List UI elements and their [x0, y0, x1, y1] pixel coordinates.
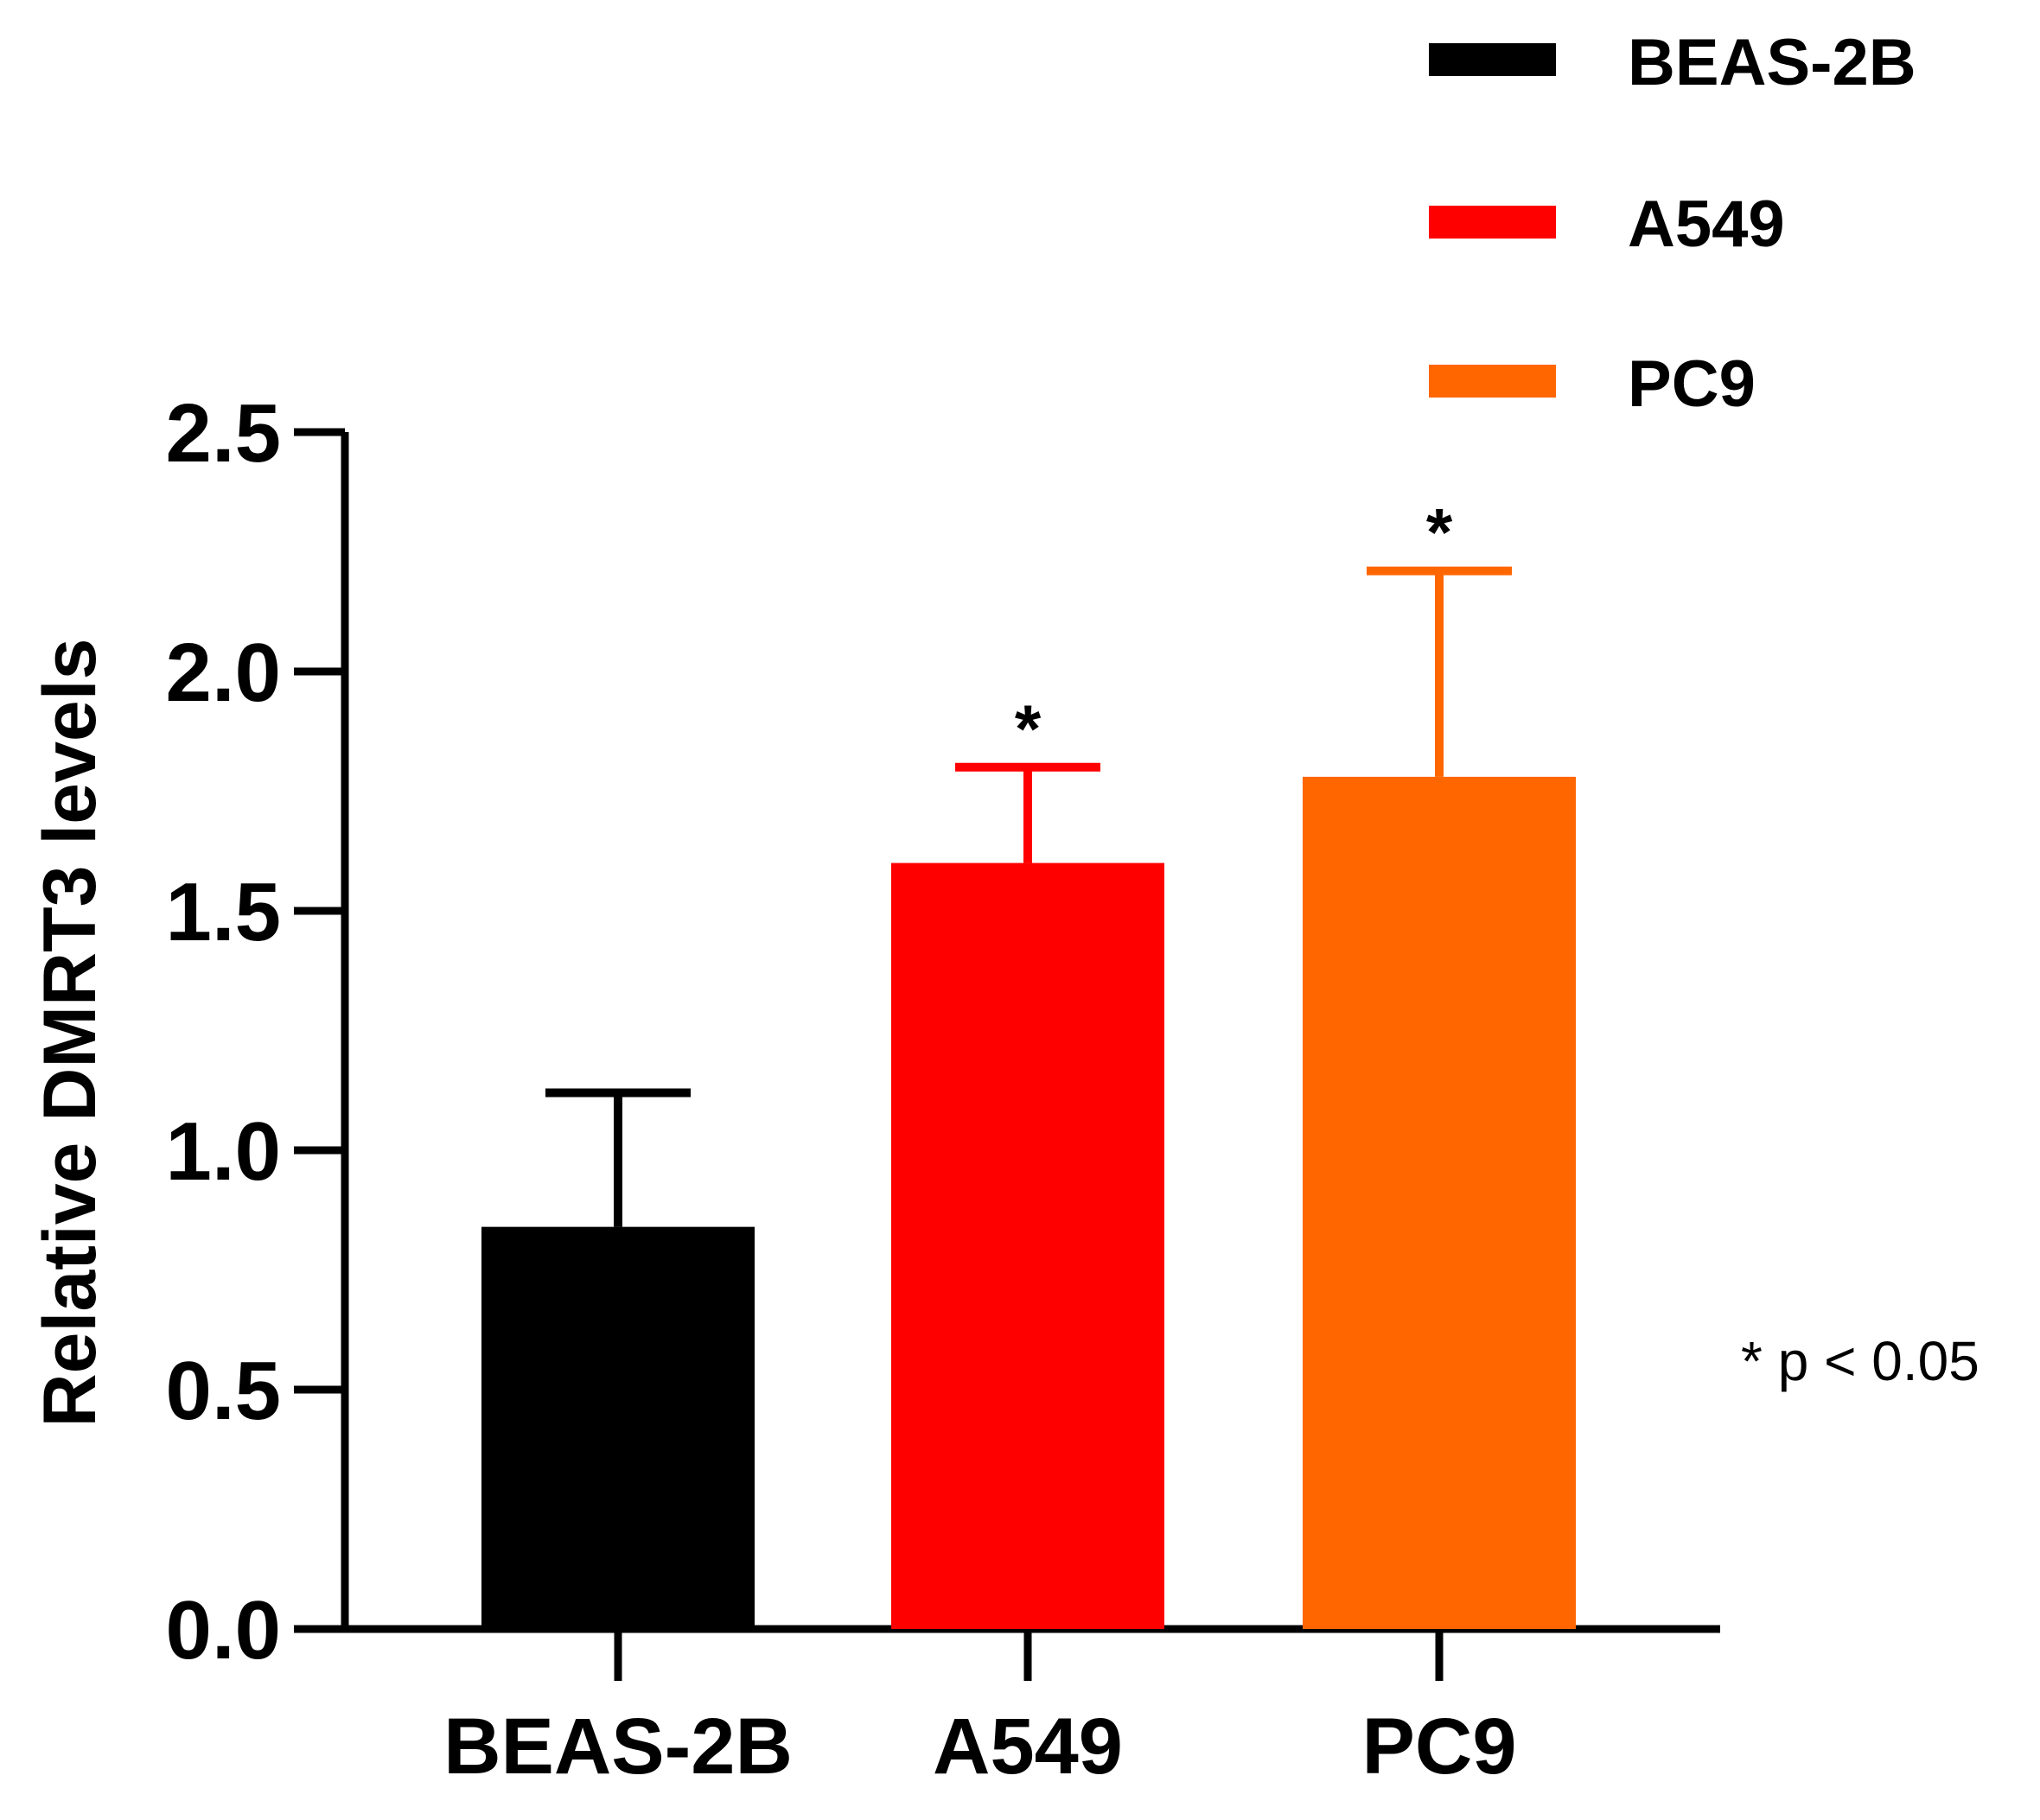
legend-label-pc9: PC9 [1628, 347, 1756, 421]
y-tick-label: 2.0 [166, 627, 281, 719]
bars: ** [481, 494, 1576, 1629]
y-tick-label: 2.5 [166, 387, 281, 480]
legend-swatch-beas-2b [1429, 43, 1556, 76]
x-tick-label-a549: A549 [933, 1702, 1123, 1791]
legend: BEAS-2B A549 PC9 [1429, 26, 1916, 421]
x-tick-label-pc9: PC9 [1362, 1702, 1517, 1791]
y-tick-label: 0.5 [166, 1345, 281, 1437]
y-tick-label: 1.0 [166, 1105, 281, 1198]
legend-label-a549: A549 [1628, 188, 1785, 261]
significance-star-a549: * [1015, 690, 1042, 767]
x-tick-label-beas-2b: BEAS-2B [443, 1702, 793, 1791]
x-ticks: BEAS-2B A549 PC9 [443, 1629, 1516, 1791]
significance-note: * p < 0.05 [1741, 1330, 1979, 1392]
legend-label-beas-2b: BEAS-2B [1628, 26, 1916, 99]
bar-pc9 [1303, 776, 1576, 1629]
y-tick-label: 1.5 [166, 866, 281, 958]
legend-swatch-a549 [1429, 206, 1556, 239]
y-axis-label: Relative DMRT3 levels [29, 639, 112, 1428]
bar-beas-2b [481, 1226, 755, 1629]
y-tick-label: 0.0 [166, 1584, 281, 1677]
y-ticks: 0.0 0.5 1.0 1.5 2.0 2.5 [166, 387, 345, 1677]
bar-a549 [891, 862, 1164, 1629]
significance-star-pc9: * [1426, 494, 1453, 570]
legend-swatch-pc9 [1429, 365, 1556, 398]
